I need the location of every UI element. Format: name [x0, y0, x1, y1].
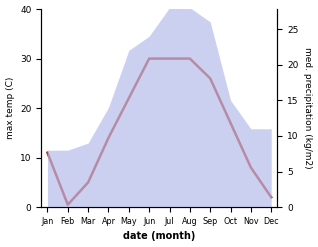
X-axis label: date (month): date (month): [123, 231, 196, 242]
Y-axis label: med. precipitation (kg/m2): med. precipitation (kg/m2): [303, 47, 313, 169]
Y-axis label: max temp (C): max temp (C): [5, 77, 15, 139]
